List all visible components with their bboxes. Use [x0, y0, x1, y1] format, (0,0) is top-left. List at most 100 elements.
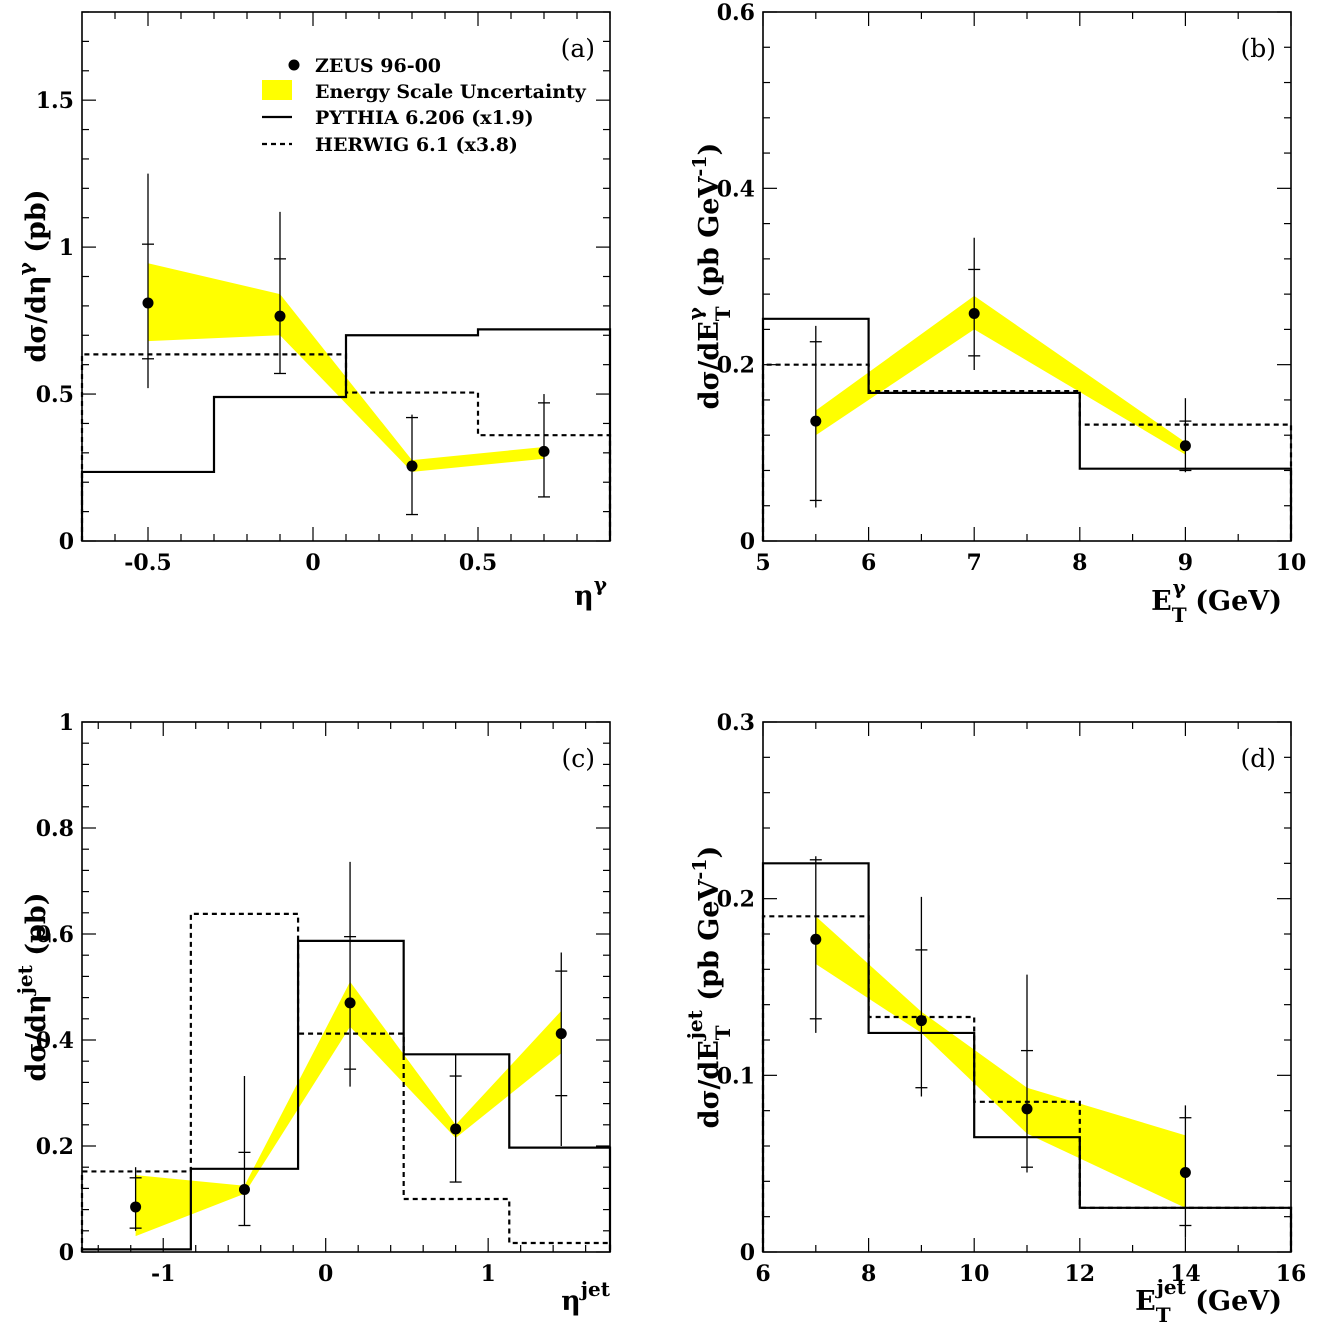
x-tick-label: 6: [755, 1261, 770, 1287]
data-point: [274, 310, 286, 322]
pythia-histogram: [761, 317, 1293, 541]
panel-b: 5 6 7 8 9 10 0 0.2 0.4 0.6 (b) ETγ (GeV) dσ/dETγ (pb…: [683, 0, 1306, 627]
data-point: [450, 1123, 462, 1135]
x-tick-label: 8: [1072, 550, 1087, 576]
x-tick-label: 7: [967, 550, 982, 576]
herwig-histogram: [80, 912, 612, 1252]
y-axis-label-close: ): [694, 143, 725, 156]
x-axis-label-main: E: [1151, 586, 1172, 617]
data-point: [555, 1028, 567, 1040]
x-tick-label: 10: [959, 1261, 990, 1287]
energy-scale-band: [148, 263, 544, 472]
x-axis-label-sub: T: [1156, 1303, 1171, 1326]
y-tick-label: 0: [59, 529, 74, 555]
data-point: [142, 297, 154, 309]
x-tick-label: 9: [1178, 550, 1193, 576]
y-tick-label: 1: [59, 235, 74, 261]
data-point: [915, 1015, 927, 1027]
y-tick-label: 0.4: [717, 176, 755, 202]
y-tick-label: 0: [740, 529, 755, 555]
data-point: [344, 997, 356, 1009]
y-tick-label: 0.5: [36, 382, 74, 408]
x-axis-label-unit: (GeV): [1186, 586, 1282, 617]
y-axis-label: dσ/dηjet (pb): [13, 892, 52, 1081]
herwig-histogram: [761, 363, 1293, 541]
x-axis-label-main: E: [1135, 1286, 1156, 1317]
legend-band-swatch: [262, 80, 292, 100]
energy-scale-band: [135, 981, 562, 1237]
y-axis-label-sup: γ: [13, 261, 37, 275]
energy-scale-band: [815, 295, 1186, 455]
x-tick-label: 8: [861, 1261, 876, 1287]
plot-frame: [81, 721, 611, 1253]
x-tick-label: -0.5: [124, 550, 171, 576]
data-point: [238, 1183, 250, 1195]
y-axis-label: dσ/dETjet (pb GeV-1): [683, 846, 735, 1129]
y-axis-label-sub: T: [711, 1025, 735, 1040]
plot-frame: [762, 11, 1292, 542]
y-tick-label: 0.2: [36, 1134, 74, 1160]
x-axis-label: ηγ: [574, 572, 608, 612]
x-tick-label: 1: [480, 1261, 495, 1287]
y-tick-label: 0.2: [717, 887, 755, 913]
y-axis-label-close: ): [694, 846, 725, 859]
y-tick-label: 0: [59, 1240, 74, 1266]
x-tick-label: -1: [151, 1261, 175, 1287]
y-axis-label-unit-sup: -1: [689, 155, 711, 176]
legend-label-band: Energy Scale Uncertainty: [315, 81, 587, 103]
y-axis-label-main: dσ/dE: [694, 321, 725, 409]
x-axis-label: ηjet: [561, 1277, 611, 1317]
x-axis-label-sup: γ: [594, 572, 608, 596]
y-axis-label-main: dσ/dE: [694, 1040, 725, 1128]
data-point: [538, 445, 550, 457]
y-tick-label: 0.4: [36, 1028, 74, 1054]
y-tick-label: 0.8: [36, 816, 74, 842]
y-tick-label: 1: [59, 710, 74, 736]
x-tick-label: 5: [755, 550, 770, 576]
y-tick-label: 0.1: [717, 1063, 755, 1089]
y-axis-label-sub: T: [711, 306, 735, 321]
energy-scale-band: [815, 916, 1186, 1208]
x-tick-label: 6: [861, 550, 876, 576]
data-point: [1179, 1167, 1191, 1178]
y-tick-label: 0: [740, 1240, 755, 1266]
x-axis-label-sup: jet: [579, 1277, 611, 1301]
legend-label-data: ZEUS 96-00: [315, 55, 441, 77]
y-axis-label-sup: γ: [683, 306, 707, 320]
pythia-histogram: [80, 939, 612, 1252]
x-axis-label-sup: γ: [1173, 575, 1187, 599]
legend-data-marker: [288, 59, 300, 71]
x-axis-label: ETjet (GeV): [1135, 1275, 1282, 1326]
x-axis-label-main: η: [561, 1286, 581, 1317]
y-axis-label-unit: (pb GeV: [694, 176, 725, 308]
x-axis-label-main: η: [574, 581, 594, 612]
data-point: [1179, 440, 1191, 452]
panel-label: (b): [1240, 34, 1276, 63]
y-axis-label-sup: jet: [683, 1009, 707, 1041]
x-tick-label: 0.5: [459, 550, 497, 576]
x-tick-label: 16: [1276, 1261, 1307, 1287]
y-tick-label: 1.5: [36, 88, 74, 114]
x-axis-label: ETγ (GeV): [1151, 575, 1282, 627]
y-tick-label: 0.2: [717, 353, 755, 379]
y-axis-label-main: dσ/dη: [21, 994, 52, 1081]
data-point: [810, 415, 822, 427]
x-tick-label: 10: [1276, 550, 1307, 576]
y-tick-label: 0.6: [717, 0, 755, 26]
y-axis-label-unit: (pb): [21, 892, 52, 965]
x-axis-label-unit: (GeV): [1186, 1286, 1282, 1317]
y-tick-label: 0.3: [717, 710, 755, 736]
data-point: [968, 308, 980, 320]
y-axis-label-unit: (pb GeV: [694, 879, 725, 1011]
panel-label: (d): [1240, 744, 1276, 773]
x-tick-label: 14: [1170, 1261, 1201, 1287]
y-axis-label-sup: jet: [13, 964, 37, 996]
data-point: [1021, 1103, 1033, 1115]
panel-label: (a): [561, 34, 595, 63]
x-tick-label: 0: [305, 550, 320, 576]
panel-label: (c): [561, 744, 595, 773]
